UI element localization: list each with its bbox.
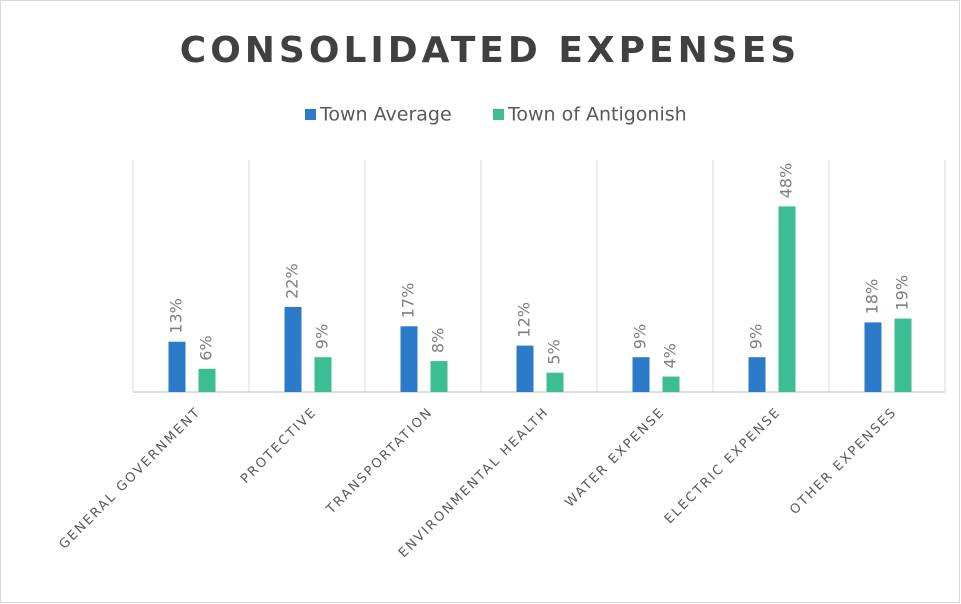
bar (284, 306, 302, 392)
bar (778, 206, 796, 392)
bar (748, 357, 766, 392)
bar (662, 376, 680, 392)
bar (632, 357, 650, 392)
legend-swatch (305, 109, 316, 120)
data-label: 6% (197, 335, 216, 360)
bar (400, 326, 418, 392)
chart-title: CONSOLIDATED EXPENSES (180, 30, 800, 71)
data-label: 22% (283, 263, 302, 299)
bar (168, 341, 186, 392)
bar (894, 318, 912, 392)
bar (516, 345, 534, 392)
legend-label: Town Average (319, 104, 452, 126)
data-label: 12% (515, 302, 534, 338)
bar (546, 372, 564, 392)
data-label: 48% (777, 163, 796, 199)
legend-swatch (493, 109, 504, 120)
data-label: 19% (893, 275, 912, 311)
data-label: 5% (545, 339, 564, 364)
bar (430, 361, 448, 392)
data-label: 18% (863, 279, 882, 315)
bar (198, 368, 216, 392)
data-label: 4% (661, 343, 680, 368)
bar (314, 357, 332, 392)
data-label: 9% (313, 324, 332, 349)
data-label: 9% (747, 324, 766, 349)
bar (864, 322, 882, 392)
data-label: 8% (429, 328, 448, 353)
data-label: 17% (399, 283, 418, 319)
data-label: 13% (167, 298, 186, 334)
legend-label: Town of Antigonish (507, 104, 687, 126)
data-label: 9% (631, 324, 650, 349)
